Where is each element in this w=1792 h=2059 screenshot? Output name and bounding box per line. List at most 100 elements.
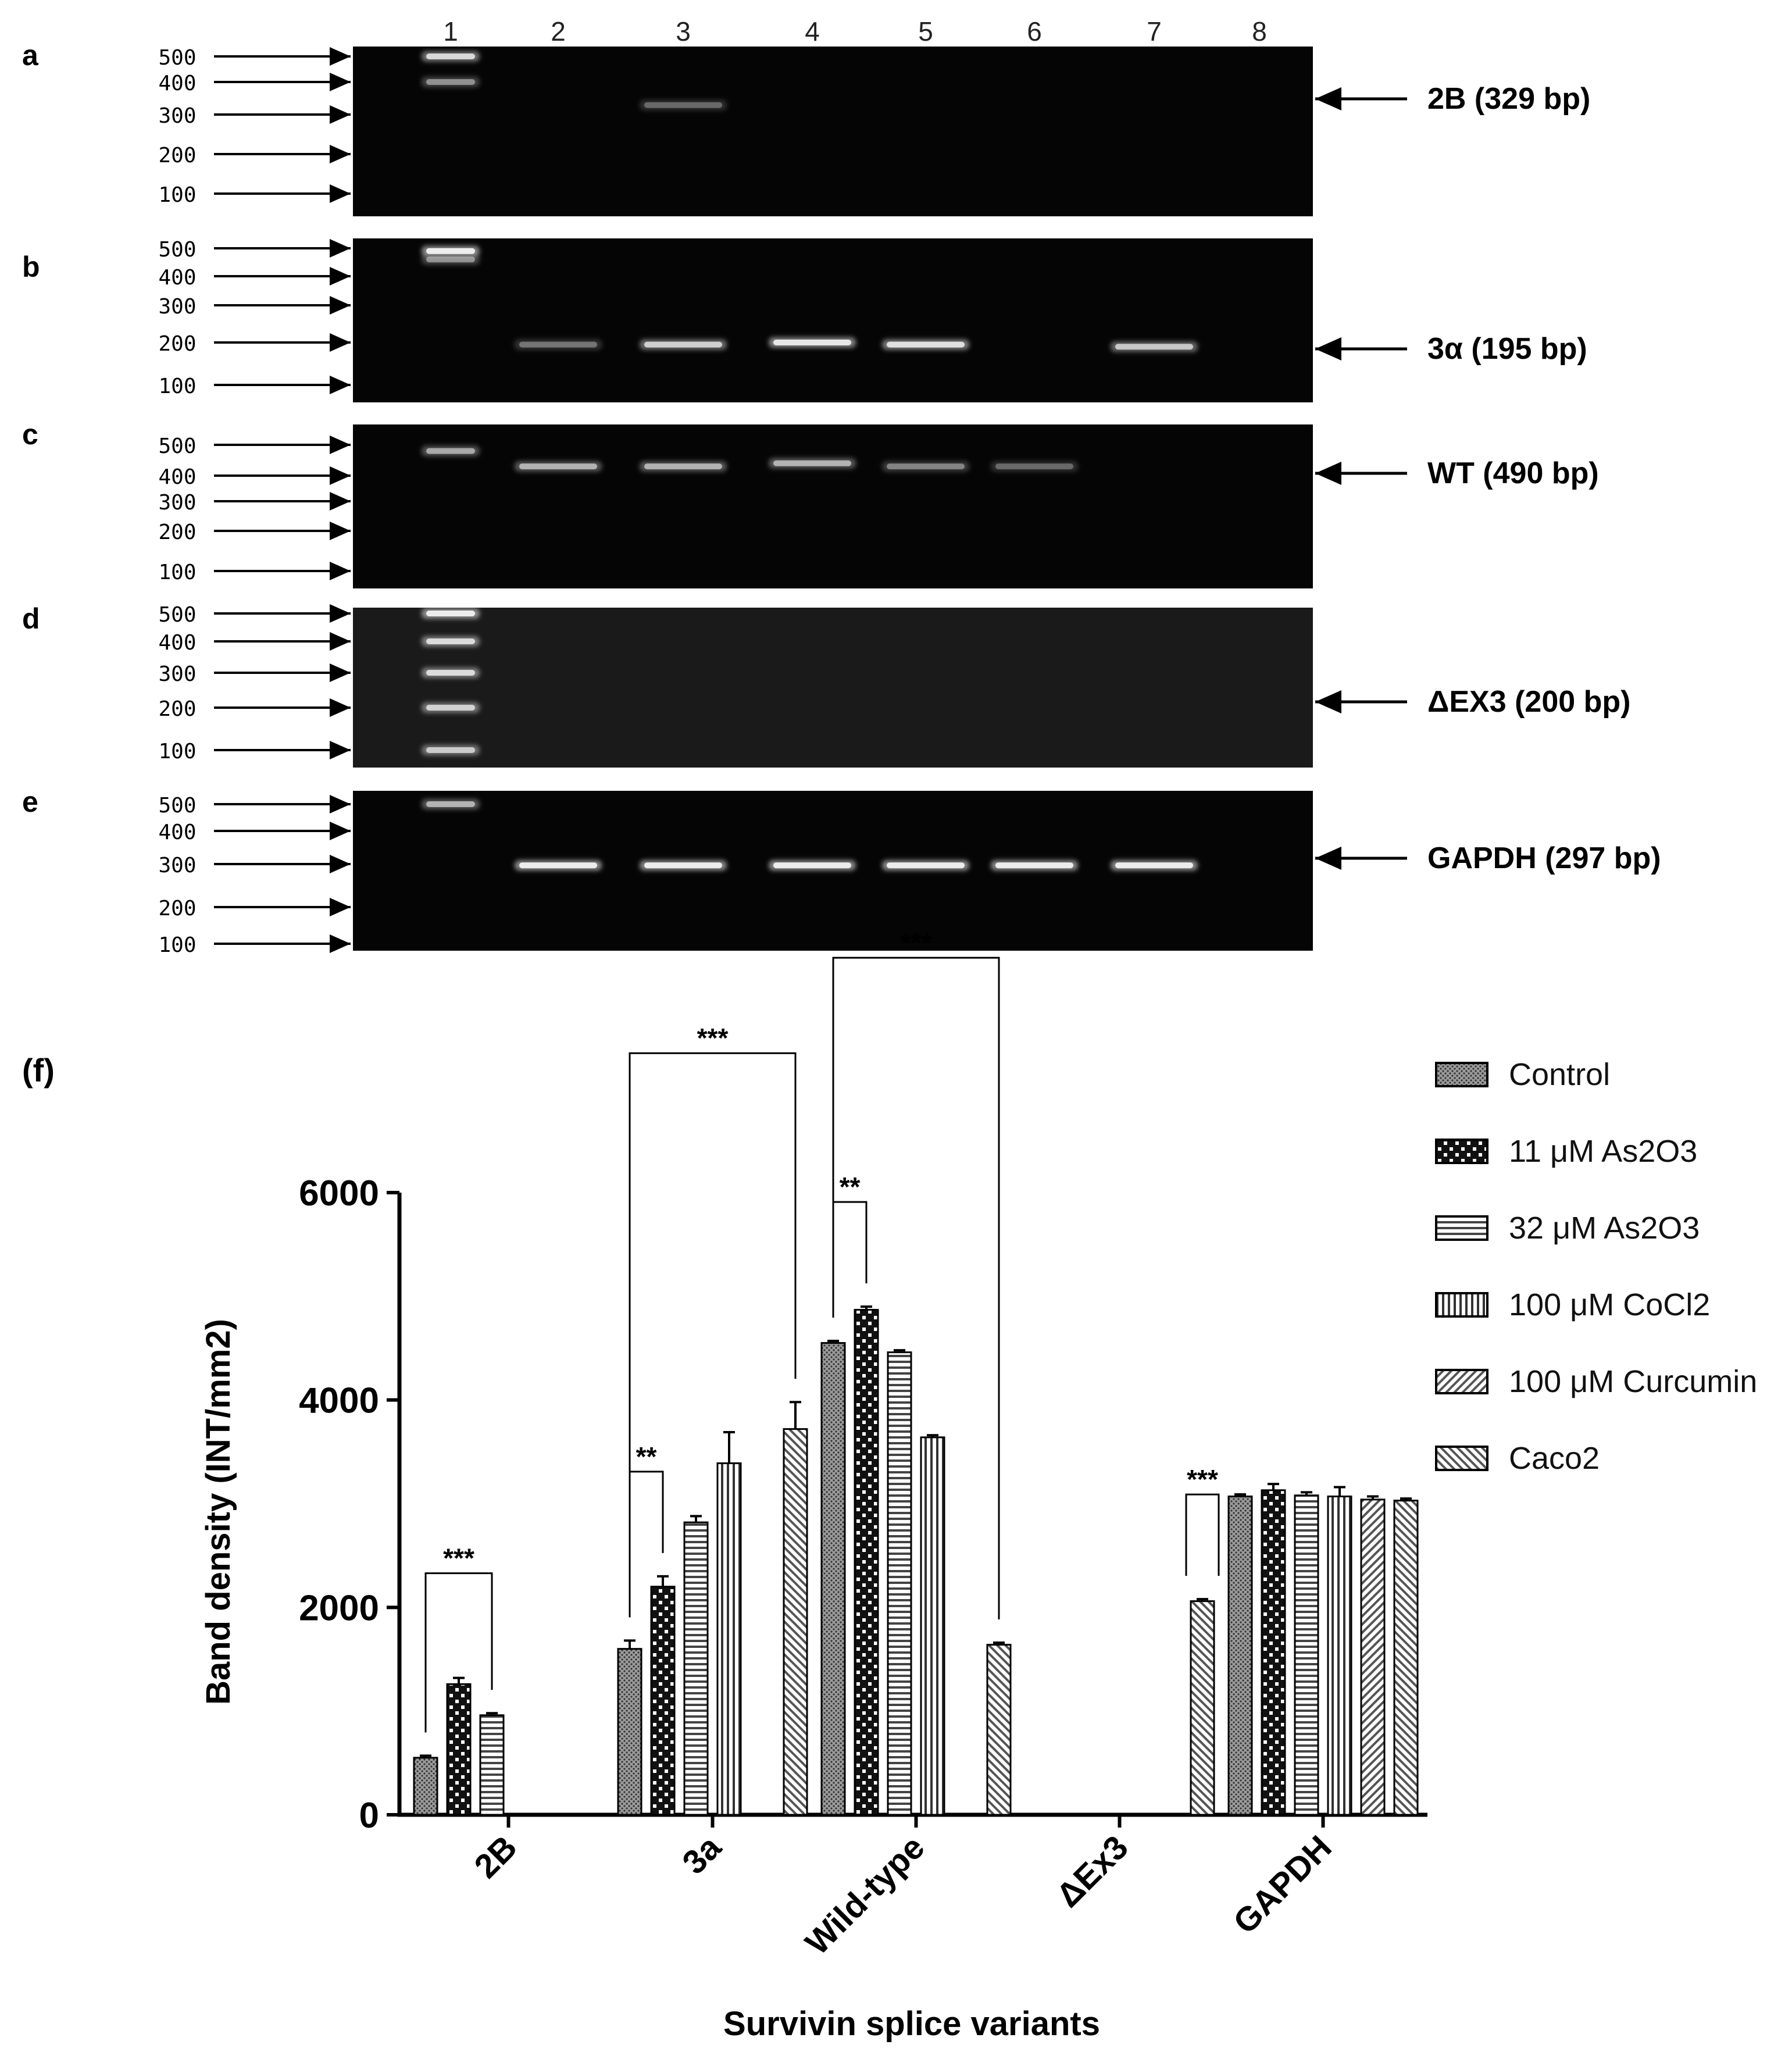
gel-band-glow [422,77,480,87]
error-bar [453,1676,465,1685]
ladder-size-label: 300 [158,854,196,877]
y-tick-label: 2000 [299,1588,379,1628]
error-bar [827,1340,839,1343]
ladder-size-label: 400 [158,820,196,844]
significance-label: *** [1187,1464,1218,1494]
gel-band-glow [515,339,602,350]
gel-panel-letter: c [22,418,38,451]
x-tick-label: GAPDH [1226,1828,1339,1941]
legend-label: 100 μM Curcumin [1509,1364,1757,1399]
gel-band [773,340,851,345]
gel-image [353,47,1313,216]
product-label: WT (490 bp) [1427,456,1599,490]
gel-panel-letter: a [22,39,39,72]
error-bar [790,1401,801,1429]
error-bar [486,1712,498,1715]
bar [820,1342,846,1816]
gel-band [426,801,475,807]
gel-b: b 500 400 300 200 100 3α (195 bp) [22,238,1587,402]
ladder-size-label: 100 [158,183,196,207]
x-axis-label: Survivin splice variants [723,2005,1100,2043]
gel-panel-letter: e [22,786,38,818]
lane-number: 4 [805,16,820,47]
significance-label: ** [840,1172,861,1202]
ladder-size-label: 200 [158,332,196,356]
error-bar [993,1641,1005,1645]
lane-number: 8 [1252,16,1267,47]
legend-swatch [1435,1292,1488,1318]
error-bar [927,1434,938,1437]
legend-swatch [1435,1446,1488,1471]
error-bar [894,1349,905,1353]
ladder-size-label: 300 [158,491,196,515]
lane-number: 2 [551,16,566,47]
chart-panel-label: (f) [22,1052,55,1089]
error-bar [1234,1493,1246,1497]
bar [1261,1489,1286,1816]
y-tick-label: 0 [359,1796,379,1836]
lane-number: 1 [443,16,458,47]
bar [617,1648,642,1816]
y-tick-label: 4000 [299,1381,379,1421]
gel-image [353,424,1313,588]
error-bar [1301,1491,1312,1496]
lane-number: 6 [1027,16,1042,47]
significance-label: *** [901,927,932,958]
significance-bracket [832,1201,868,1318]
ladder-size-label: 500 [158,434,196,458]
ladder-size-label: 300 [158,295,196,319]
significance-bracket [424,1572,493,1733]
significance-label: *** [697,1023,729,1053]
ladder-size-label: 300 [158,104,196,128]
gel-band [1115,862,1193,869]
gel-band [426,670,475,676]
x-tick-label: 2B [467,1828,524,1885]
ladder-size-label: 200 [158,697,196,721]
bar [986,1644,1012,1816]
gel-band [426,638,475,644]
bar [920,1436,945,1816]
gel-band-glow [882,461,969,472]
gel-band [644,102,722,108]
bar [1360,1498,1386,1816]
legend-label: Control [1509,1057,1610,1092]
ladder-size-label: 500 [158,238,196,262]
gel-band [426,448,475,454]
gel-band [1115,344,1193,350]
gel-panel-letter: d [22,602,40,635]
gel-band [426,256,475,263]
error-bar [861,1305,872,1310]
significance-label: ** [636,1441,657,1472]
x-tick-label: Wild-type [798,1828,932,1962]
bar [413,1757,438,1816]
ladder-size-label: 400 [158,72,196,95]
gel-band [519,463,597,470]
bar [650,1586,676,1816]
error-bar [624,1639,636,1649]
gel-band [426,248,475,254]
gel-band [426,705,475,711]
product-label: GAPDH (297 bp) [1427,841,1661,875]
error-bar [1197,1598,1208,1601]
bar [1227,1496,1253,1816]
bar [446,1683,472,1816]
y-axis-label: Band density (INT/mm2) [199,1319,237,1705]
gel-band [644,862,722,869]
bar [1327,1496,1352,1816]
gel-band [887,862,965,869]
gel-band [644,341,722,348]
gel-band [995,862,1073,869]
gel-band [426,747,475,753]
gel-band [519,862,597,869]
legend-label: 32 μM As2O3 [1509,1211,1700,1246]
bar [1393,1500,1419,1816]
significance-bracket [1185,1493,1220,1576]
ladder-size-label: 500 [158,794,196,818]
legend-label: Caco2 [1509,1441,1600,1476]
error-bar [1334,1486,1345,1497]
error-bar [1367,1495,1379,1500]
